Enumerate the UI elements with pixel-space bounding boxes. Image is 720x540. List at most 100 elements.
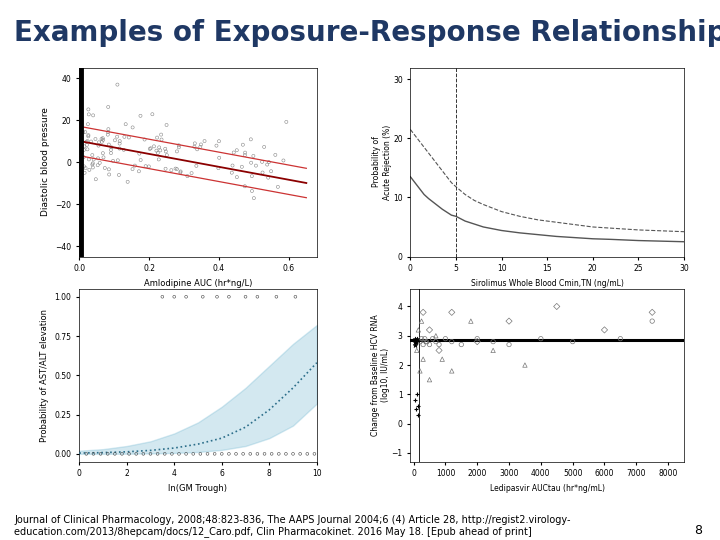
Point [465,317,477,326]
Point [410,334,421,343]
Point [487,338,499,346]
Point [102,128,114,137]
Point [419,334,431,343]
Point [114,137,125,145]
Point [83,132,94,140]
Point [118,145,130,154]
Point [171,165,183,173]
Point [174,168,186,177]
Point [266,449,277,458]
Point [472,334,483,343]
Point [231,146,243,154]
Point [82,120,94,129]
Point [411,390,423,399]
Point [430,332,441,340]
Point [246,187,258,195]
Point [411,346,423,355]
Point [159,145,171,153]
Point [148,142,160,151]
Point [418,355,429,363]
Point [113,171,125,179]
Point [112,80,123,89]
Point [281,118,292,126]
Point [294,449,306,458]
Text: FDA: FDA [642,32,693,52]
Point [160,147,171,156]
Point [144,145,156,153]
Y-axis label: Change from Baseline HCV RNA
(log10, IU/mL): Change from Baseline HCV RNA (log10, IU/… [371,314,390,436]
Point [116,449,127,458]
Text: 8: 8 [694,524,702,537]
Point [287,449,299,458]
Point [88,449,99,458]
Point [114,144,125,153]
Point [647,308,658,316]
Point [94,159,105,167]
Point [95,449,107,458]
X-axis label: Ledipasvir AUCtau (hr*ng/mL): Ledipasvir AUCtau (hr*ng/mL) [490,484,605,493]
Point [145,449,156,458]
Point [213,153,225,162]
Point [122,178,133,186]
Point [123,133,135,142]
Point [103,165,114,174]
Point [278,156,289,165]
Point [79,128,91,137]
Point [102,103,114,111]
Point [309,449,320,458]
Point [153,143,165,152]
Point [189,143,200,151]
Point [140,162,151,171]
Point [157,293,168,301]
Point [194,449,206,458]
Point [280,449,292,458]
Y-axis label: Probability of
Acute Rejection (%): Probability of Acute Rejection (%) [372,124,392,200]
Point [551,302,562,311]
Point [87,159,99,167]
Point [161,151,173,159]
Point [410,338,422,346]
Point [81,449,92,458]
Point [187,449,199,458]
Point [258,143,270,151]
Point [238,449,249,458]
Point [105,148,117,157]
Point [535,334,546,343]
Point [135,111,146,120]
Point [189,139,201,148]
Y-axis label: Probability of AST/ALT elevation: Probability of AST/ALT elevation [40,309,49,442]
Point [105,146,117,154]
Point [85,137,96,146]
Point [436,355,448,363]
Point [159,449,171,458]
Point [446,308,457,316]
Point [647,317,658,326]
Point [166,166,177,174]
Point [228,148,240,157]
Point [78,162,90,171]
Point [123,449,135,458]
Point [239,151,251,159]
Point [230,449,242,458]
Point [97,136,109,144]
Point [410,404,422,413]
Point [414,367,426,375]
Point [81,137,93,145]
Point [519,361,531,369]
Point [78,145,90,154]
Point [90,175,102,184]
Point [231,173,243,181]
Point [156,130,167,139]
Point [192,145,203,153]
Point [245,449,256,458]
Point [152,148,163,157]
Point [104,170,115,179]
Point [86,160,98,169]
Point [424,340,436,349]
Point [103,140,114,149]
Point [156,135,167,144]
Point [106,143,117,152]
Point [410,396,421,404]
Point [181,172,193,180]
Point [197,293,209,301]
